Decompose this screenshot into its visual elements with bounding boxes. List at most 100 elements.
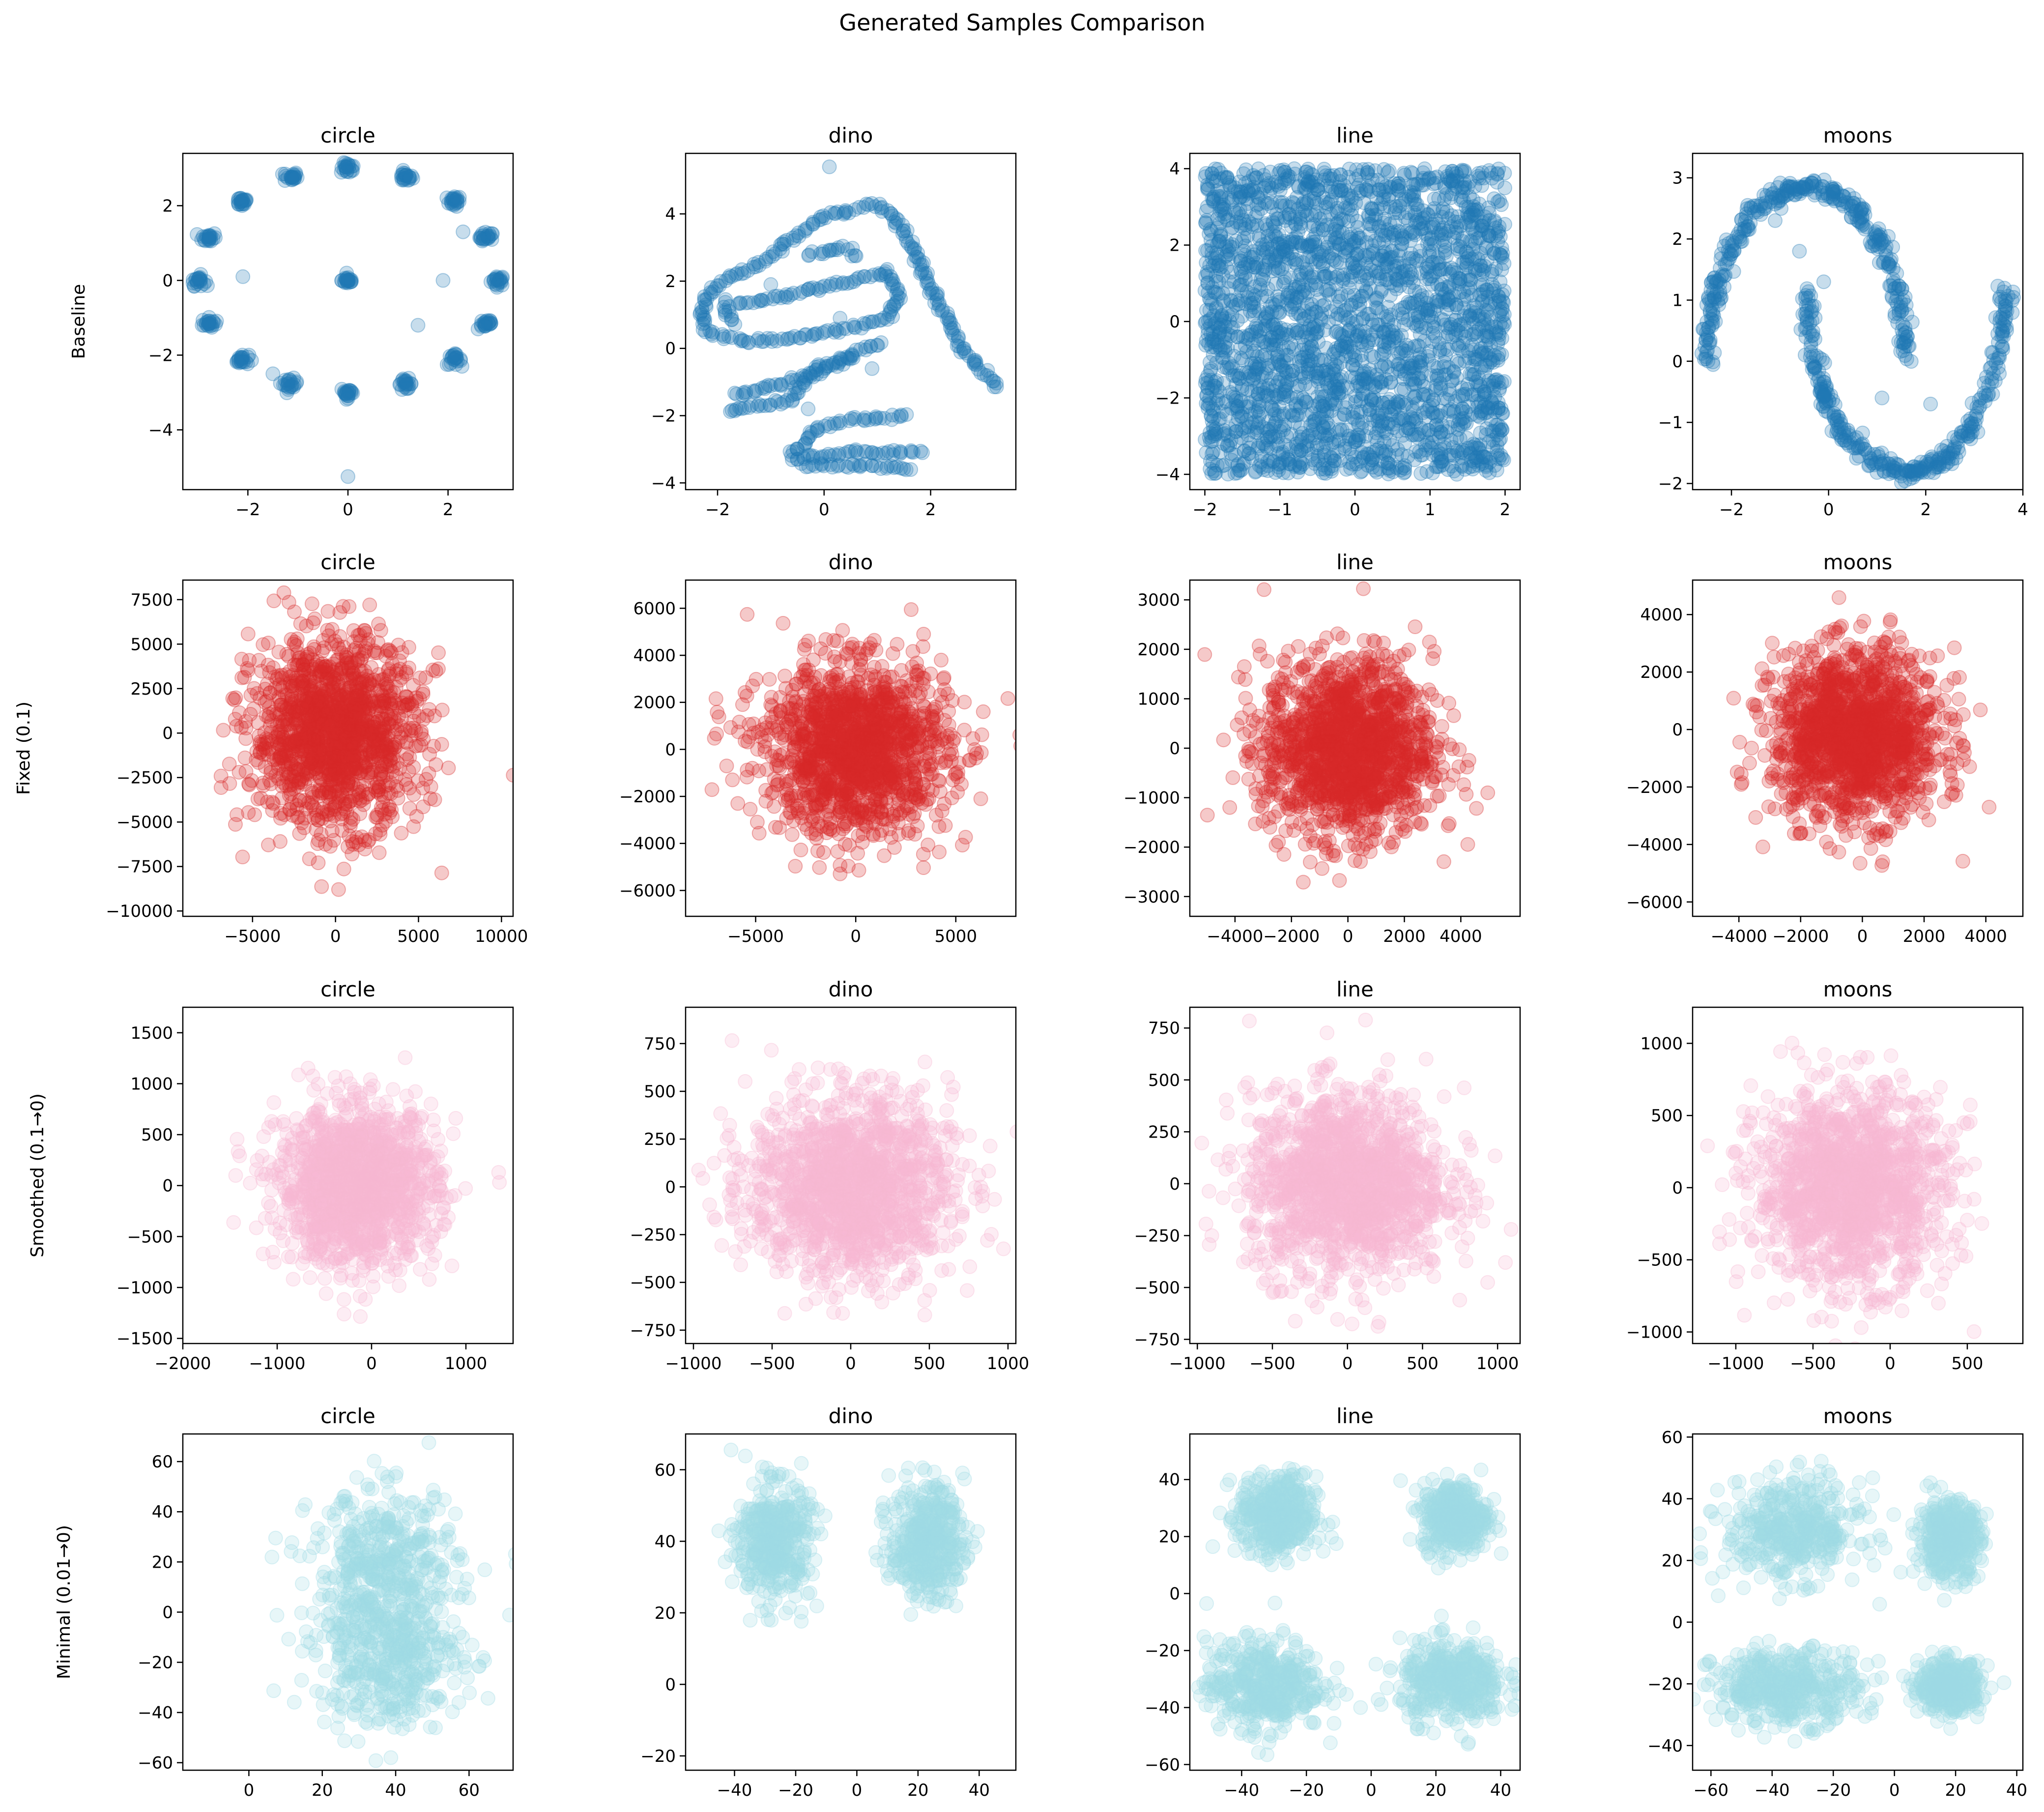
data-point — [956, 341, 971, 356]
data-point — [193, 272, 208, 288]
data-point — [885, 272, 900, 288]
data-point — [811, 359, 827, 374]
data-point — [1448, 225, 1463, 240]
data-point — [1271, 457, 1287, 472]
data-point — [401, 377, 416, 392]
data-point — [1454, 190, 1469, 205]
data-point — [859, 197, 874, 211]
y-tick-label: 2 — [665, 272, 676, 292]
data-point — [235, 849, 250, 865]
data-point — [809, 423, 825, 438]
data-point — [488, 276, 503, 292]
data-point — [888, 295, 903, 311]
data-point — [1267, 407, 1282, 422]
data-point — [831, 448, 846, 463]
data-point — [1310, 453, 1325, 468]
data-point — [813, 209, 828, 225]
data-point — [1439, 279, 1455, 294]
data-point — [185, 272, 201, 288]
data-point — [1205, 455, 1220, 470]
data-point — [891, 289, 906, 304]
data-point — [721, 304, 737, 319]
data-point — [856, 200, 871, 215]
data-point — [283, 170, 298, 185]
data-point — [236, 354, 251, 370]
data-point — [493, 273, 509, 289]
data-point — [1269, 206, 1284, 222]
data-point — [444, 194, 459, 209]
data-point — [1216, 427, 1231, 442]
data-point — [1395, 300, 1411, 316]
data-point — [1808, 185, 1823, 200]
data-point — [812, 283, 827, 298]
data-point — [753, 398, 769, 413]
data-point — [202, 229, 217, 243]
data-point — [753, 292, 768, 308]
data-point — [1228, 398, 1243, 413]
data-point — [483, 274, 498, 290]
data-point — [339, 271, 354, 286]
data-point — [1310, 389, 1325, 404]
data-point — [856, 412, 871, 427]
data-point — [288, 170, 302, 185]
data-point — [828, 321, 843, 337]
data-point — [477, 315, 492, 330]
data-point — [339, 386, 354, 401]
data-point — [1488, 228, 1503, 243]
data-point — [1437, 391, 1452, 406]
data-point — [961, 349, 977, 364]
data-point — [1202, 355, 1217, 370]
data-point — [874, 200, 890, 215]
data-point — [830, 416, 845, 431]
data-point — [473, 231, 489, 246]
data-point — [339, 272, 354, 287]
data-point — [1421, 423, 1437, 438]
data-point — [1456, 445, 1471, 461]
data-point — [805, 244, 820, 259]
data-point — [892, 444, 908, 459]
data-point — [1375, 248, 1390, 263]
data-point — [797, 438, 811, 453]
data-point — [741, 295, 756, 310]
data-point — [1443, 402, 1458, 417]
data-point — [857, 413, 872, 428]
data-point — [810, 281, 825, 296]
data-point — [1428, 378, 1443, 393]
data-point — [1222, 421, 1237, 436]
data-point — [741, 335, 756, 351]
data-point — [786, 233, 802, 248]
data-point — [1362, 402, 1377, 417]
data-point — [836, 205, 852, 220]
data-point — [852, 458, 866, 473]
data-point — [977, 367, 992, 382]
data-point — [1311, 246, 1326, 262]
data-point — [1294, 238, 1309, 253]
data-point — [204, 318, 220, 333]
data-point — [1200, 199, 1215, 214]
data-point — [1308, 430, 1323, 445]
data-point — [945, 325, 960, 340]
data-point — [875, 445, 891, 461]
data-point — [1358, 182, 1374, 198]
data-point — [1368, 263, 1383, 279]
data-point — [835, 357, 851, 372]
data-point — [1380, 165, 1395, 180]
data-point — [941, 309, 956, 324]
data-point — [1317, 269, 1332, 284]
data-point — [199, 315, 214, 330]
data-point — [1242, 186, 1257, 201]
data-point — [1466, 437, 1481, 452]
data-point — [235, 348, 250, 363]
data-point — [1363, 348, 1379, 363]
data-point — [1388, 199, 1403, 214]
data-point — [478, 318, 493, 333]
data-point — [1278, 322, 1294, 337]
data-point — [1429, 409, 1444, 424]
data-point — [815, 325, 830, 341]
data-point — [277, 173, 292, 188]
data-point — [1299, 407, 1314, 422]
data-point — [1934, 442, 1949, 458]
data-point — [340, 383, 355, 399]
data-point — [1221, 274, 1236, 289]
data-point — [884, 206, 899, 221]
